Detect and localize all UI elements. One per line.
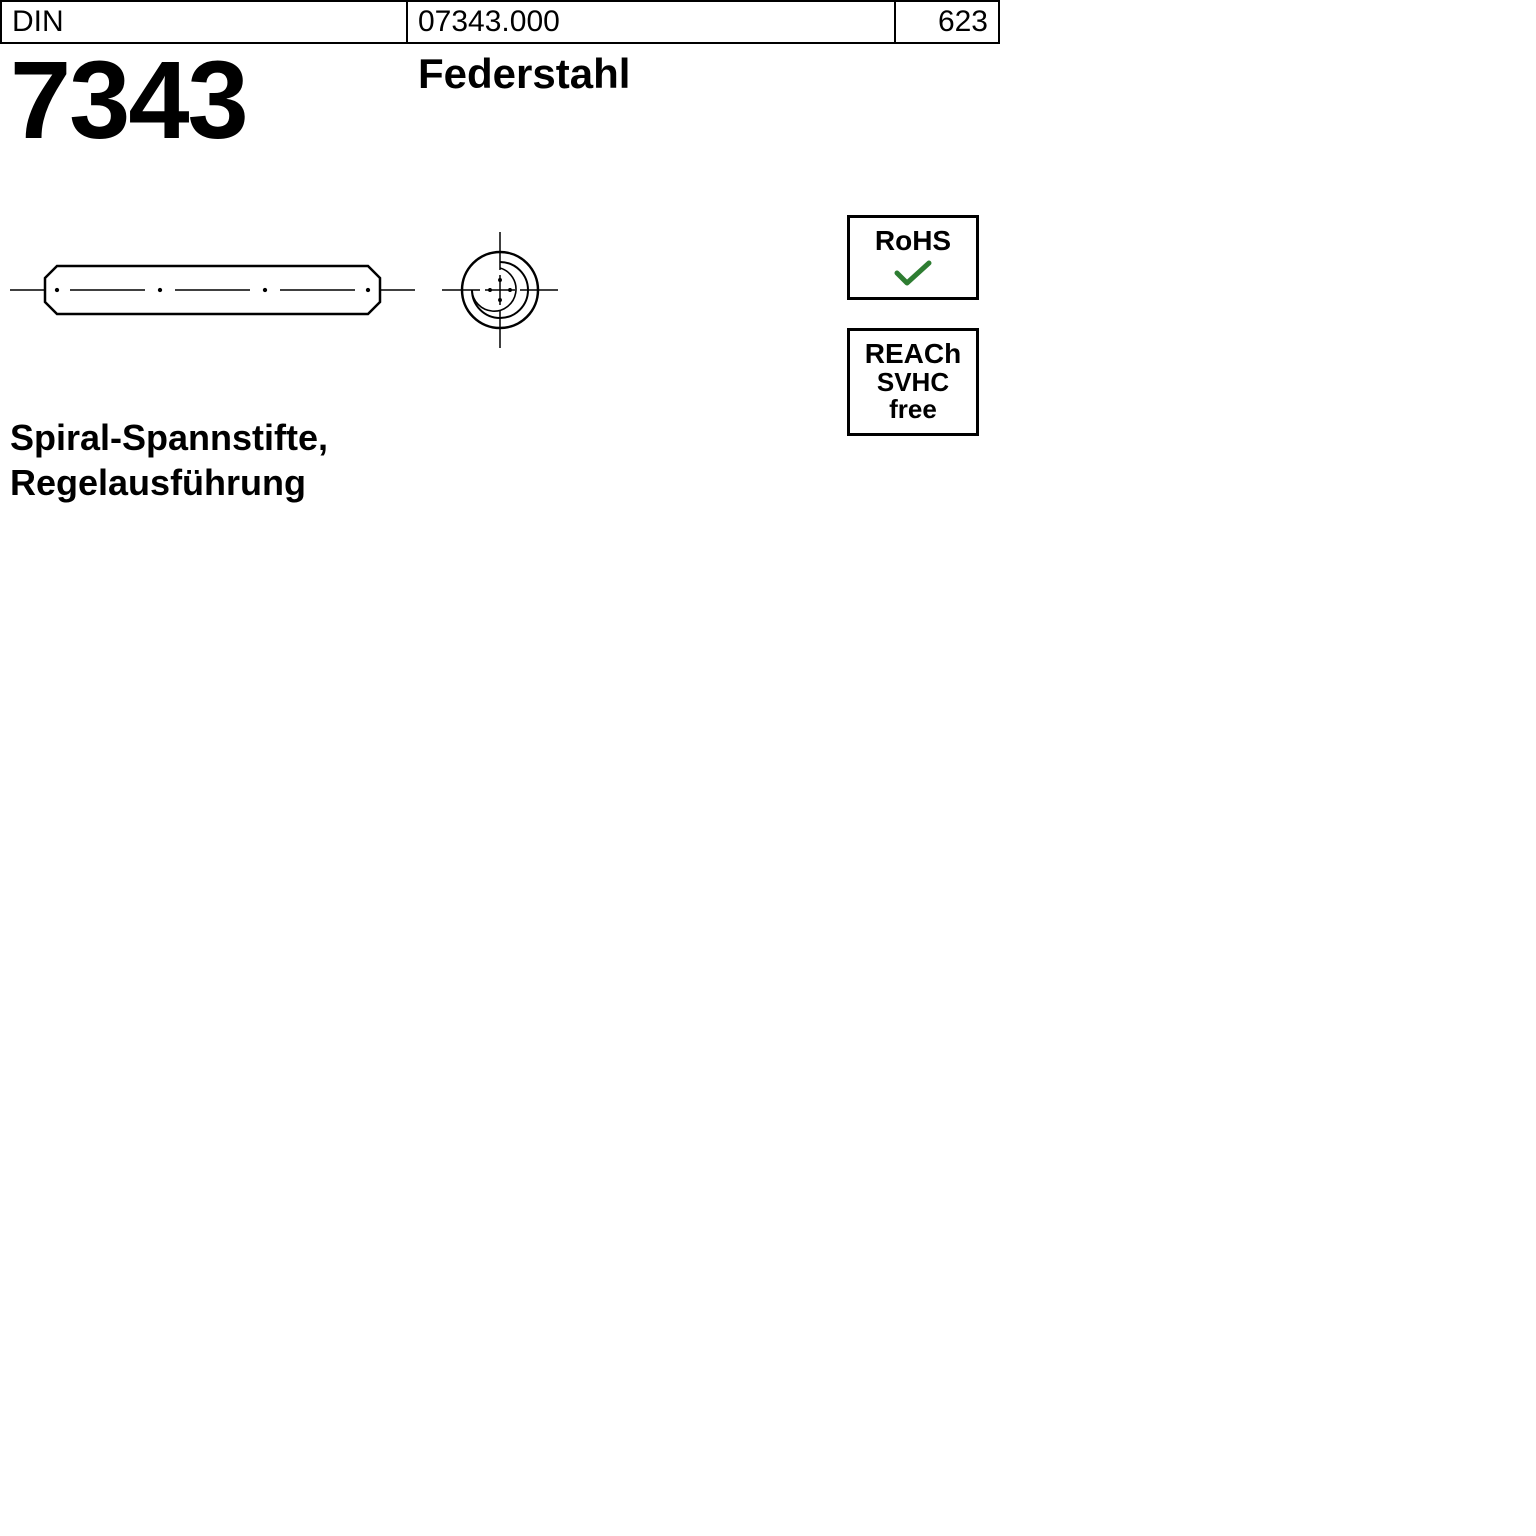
title-row: 7343 Federstahl	[0, 44, 1000, 156]
centerline	[10, 289, 415, 292]
header-row: DIN 07343.000 623	[0, 0, 1000, 44]
material-label: Federstahl	[418, 50, 990, 98]
rohs-label: RoHS	[856, 226, 970, 255]
rohs-badge: RoHS	[847, 215, 979, 300]
compliance-badges: RoHS REACh SVHC free	[847, 215, 982, 464]
end-view	[442, 232, 558, 348]
description-line-1: Spiral-Spannstifte,	[10, 415, 328, 460]
header-standard-label: DIN	[0, 2, 408, 42]
reach-label-3: free	[856, 396, 970, 423]
check-icon	[893, 259, 933, 287]
technical-drawing	[10, 230, 570, 350]
header-page-code: 623	[896, 2, 1000, 42]
description: Spiral-Spannstifte, Regelausführung	[10, 415, 328, 505]
description-line-2: Regelausführung	[10, 460, 328, 505]
standard-number: 7343	[10, 46, 398, 156]
header-article-code: 07343.000	[408, 2, 896, 42]
datasheet-page: DIN 07343.000 623 7343 Federstahl	[0, 0, 1000, 1000]
reach-badge: REACh SVHC free	[847, 328, 979, 436]
reach-label-2: SVHC	[856, 369, 970, 396]
reach-label-1: REACh	[856, 339, 970, 368]
